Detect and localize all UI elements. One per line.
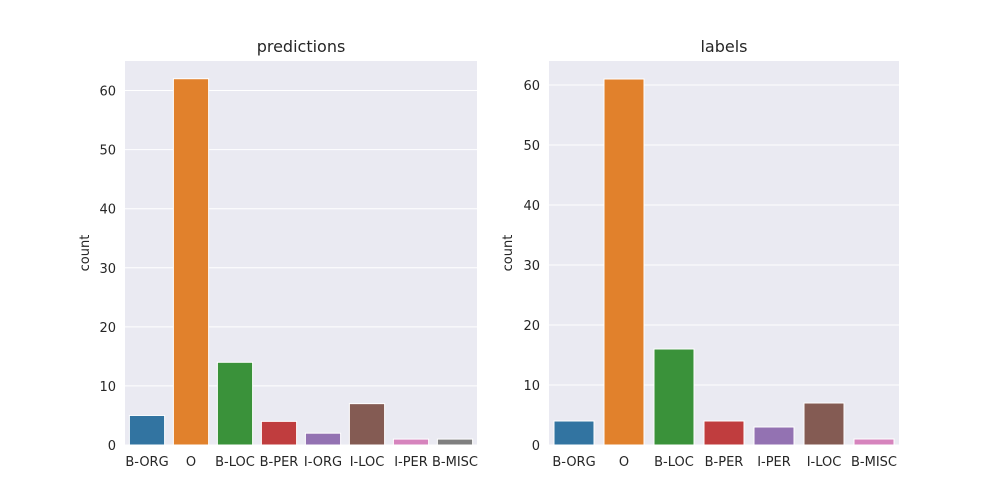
bar-i-loc	[803, 402, 845, 446]
x-tick-label: B-PER	[260, 455, 299, 470]
bar-b-per	[260, 420, 298, 446]
bar-o	[603, 78, 645, 446]
x-tick-label: I-LOC	[350, 455, 385, 470]
y-tick-label: 40	[99, 203, 116, 218]
chart-panel-1: 0 10 20 30 40 50 60 B-ORG O B-LOC B-PER I-ORG I-LOC I…	[78, 37, 478, 470]
bar-b-org	[128, 414, 166, 446]
chart-title: labels	[700, 37, 747, 56]
bar-b-loc	[653, 348, 695, 446]
bar-b-misc	[436, 438, 474, 446]
y-tick-label: 10	[523, 379, 540, 394]
y-tick-label: 50	[523, 139, 540, 154]
y-tick-label: 30	[99, 262, 116, 277]
y-axis-label: count	[78, 235, 93, 272]
bar-b-org	[553, 420, 595, 446]
chart-title: predictions	[257, 37, 346, 56]
x-tick-label: B-MISC	[851, 455, 897, 470]
bar-i-org	[304, 432, 342, 446]
y-tick-label: 40	[523, 199, 540, 214]
y-tick-label: 50	[99, 144, 116, 159]
x-tick-label: I-ORG	[304, 455, 342, 470]
bar-i-loc	[348, 403, 386, 446]
bar-i-per	[753, 426, 795, 446]
bar-i-per	[392, 438, 430, 446]
bar-b-misc	[853, 438, 895, 446]
bar-b-per	[703, 420, 745, 446]
x-tick-label: B-MISC	[432, 455, 478, 470]
x-tick-label: I-PER	[757, 455, 791, 470]
chart-panel-2: 0 10 20 30 40 50 60 B-ORG O B-LOC B-PER I-PER I-LOC B…	[501, 37, 899, 470]
x-tick-label: O	[186, 455, 196, 470]
x-tick-label: O	[619, 455, 629, 470]
y-tick-label: 60	[99, 85, 116, 100]
y-tick-label: 10	[99, 380, 116, 395]
x-tick-label: B-PER	[705, 455, 744, 470]
y-axis-label: count	[501, 235, 516, 272]
y-tick-label: 60	[523, 79, 540, 94]
y-tick-label: 0	[108, 439, 116, 454]
x-tick-label: B-ORG	[552, 455, 595, 470]
x-tick-label: B-LOC	[654, 455, 694, 470]
bar-o	[172, 78, 210, 446]
plot-area	[549, 61, 899, 445]
x-tick-label: I-LOC	[807, 455, 842, 470]
y-tick-label: 0	[532, 439, 540, 454]
x-tick-label: B-ORG	[125, 455, 168, 470]
bar-b-loc	[216, 361, 254, 446]
y-tick-label: 20	[99, 321, 116, 336]
y-tick-label: 20	[523, 319, 540, 334]
y-tick-label: 30	[523, 259, 540, 274]
x-tick-label: B-LOC	[215, 455, 255, 470]
x-tick-label: I-PER	[394, 455, 428, 470]
